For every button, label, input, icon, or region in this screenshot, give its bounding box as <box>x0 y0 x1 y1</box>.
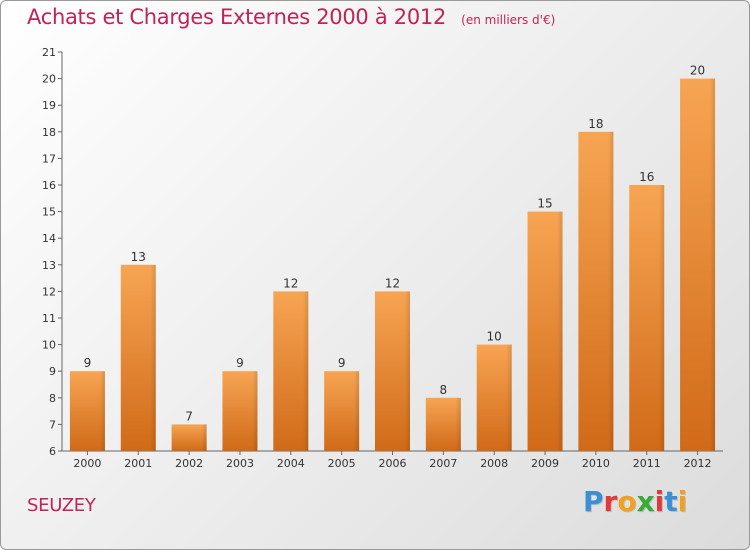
y-tick-label: 15 <box>42 206 56 219</box>
logo-letter: o <box>617 485 637 518</box>
x-tick-label: 2003 <box>226 457 254 470</box>
data-label: 12 <box>283 276 298 290</box>
y-tick-label: 10 <box>42 339 56 352</box>
data-label: 20 <box>690 64 705 78</box>
y-tick-label: 6 <box>49 445 56 458</box>
bar-shade <box>375 291 410 451</box>
y-tick-label: 8 <box>49 392 56 405</box>
x-tick-label: 2005 <box>328 457 356 470</box>
bar-shade <box>629 185 665 451</box>
y-tick-label: 19 <box>42 99 56 112</box>
data-label: 9 <box>338 356 346 370</box>
logo-letter: P <box>583 485 604 518</box>
logo-letter: i <box>677 485 688 518</box>
data-label: 18 <box>588 117 603 131</box>
y-tick-label: 21 <box>42 46 56 59</box>
x-tick-label: 2010 <box>582 457 610 470</box>
y-tick-label: 20 <box>42 73 56 86</box>
x-tick-label: 2004 <box>277 457 305 470</box>
bar-shade <box>476 344 512 451</box>
x-tick-label: 2009 <box>531 457 559 470</box>
data-label: 12 <box>385 276 400 290</box>
bars <box>69 78 716 452</box>
x-tick-label: 2002 <box>175 457 203 470</box>
x-axis: 2000 2001 2002 2003 2004 2005 2006 2007 2008 2009… <box>62 450 723 470</box>
x-tick-label: 2006 <box>379 457 407 470</box>
y-axis: 6 7 8 9 10 11 12 13 14 15 16 17 18 19 20 21 <box>42 46 63 458</box>
y-tick-label: 13 <box>42 259 56 272</box>
y-tick-label: 16 <box>42 179 56 192</box>
data-label: 13 <box>131 250 146 264</box>
logo-letter: i <box>654 485 665 518</box>
bar-shade <box>680 78 716 451</box>
bar-shade <box>425 397 461 451</box>
bar-shade <box>273 291 309 451</box>
x-tick-label: 2001 <box>124 457 152 470</box>
logo-letter: x <box>636 485 655 518</box>
y-tick-label: 12 <box>42 285 56 298</box>
data-label: 7 <box>185 409 193 423</box>
data-label: 8 <box>440 383 448 397</box>
x-tick-label: 2011 <box>633 457 661 470</box>
data-label: 9 <box>84 356 92 370</box>
data-label: 15 <box>537 197 552 211</box>
chart-subtitle: (en milliers d'€) <box>461 13 556 27</box>
y-tick-label: 11 <box>42 312 56 325</box>
bar-shade <box>527 211 563 451</box>
y-tick-label: 18 <box>42 126 56 139</box>
data-label: 9 <box>236 356 244 370</box>
x-tick-label: 2007 <box>429 457 457 470</box>
data-label: 10 <box>487 330 502 344</box>
x-tick-label: 2008 <box>480 457 508 470</box>
bar-shade <box>171 424 207 451</box>
bar-shade <box>69 371 105 451</box>
logo-letter: t <box>664 485 678 518</box>
y-tick-label: 7 <box>49 418 56 431</box>
y-tick-label: 17 <box>42 152 56 165</box>
bar-shade <box>222 371 258 451</box>
place-name: SEUZEY <box>27 495 96 516</box>
data-labels: 9 13 7 9 12 9 12 8 10 15 18 16 20 <box>84 64 706 424</box>
y-tick-label: 14 <box>42 232 56 245</box>
proxiti-logo: Proxiti <box>583 485 687 518</box>
data-label: 16 <box>639 170 654 184</box>
bar-shade <box>578 131 614 452</box>
x-tick-label: 2012 <box>684 457 712 470</box>
chart-title: Achats et Charges Externes 2000 à 2012 <box>27 5 447 29</box>
y-tick-label: 9 <box>49 365 56 378</box>
bar-shade <box>324 371 360 451</box>
logo-letter: r <box>603 485 618 518</box>
chart-header: Achats et Charges Externes 2000 à 2012 (… <box>27 5 555 29</box>
x-tick-label: 2000 <box>73 457 101 470</box>
bar-shade <box>120 264 156 451</box>
